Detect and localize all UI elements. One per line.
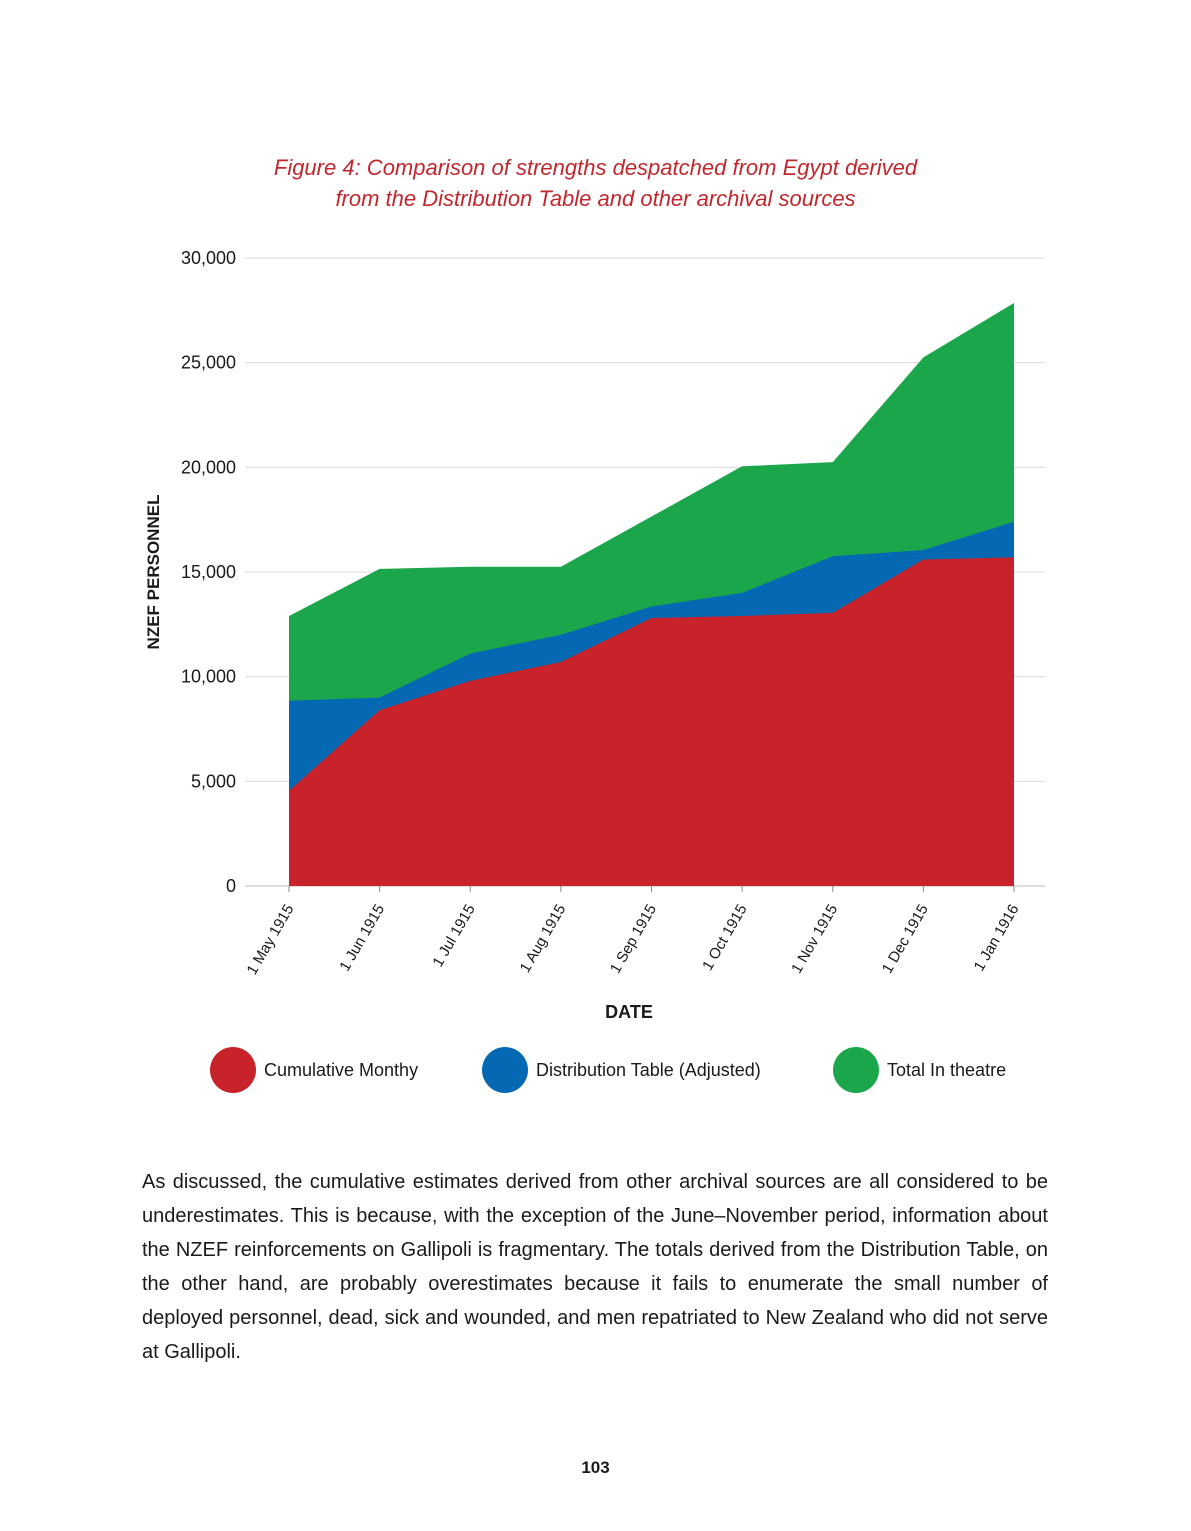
legend-item-cumulative-monthy: Cumulative Monthy: [210, 1046, 418, 1094]
x-tick-label: 1 Oct 1915: [699, 902, 750, 974]
x-tick-label: 1 Jul 1915: [429, 902, 478, 970]
y-tick-label: 20,000: [181, 457, 236, 477]
legend-swatch-red: [210, 1047, 256, 1093]
x-tick-label: 1 May 1915: [244, 902, 298, 978]
legend-label: Distribution Table (Adjusted): [536, 1059, 761, 1080]
figure-title: Figure 4: Comparison of strengths despat…: [0, 152, 1191, 214]
x-tick-label: 1 Jan 1916: [971, 902, 1023, 975]
figure-title-line-2: from the Distribution Table and other ar…: [335, 186, 856, 211]
y-tick-label: 0: [226, 876, 236, 896]
legend-label: Cumulative Monthy: [264, 1059, 419, 1080]
legend-swatch-blue: [482, 1047, 528, 1093]
chart-areas: [289, 303, 1014, 886]
y-tick-label: 15,000: [181, 562, 236, 582]
x-tick-label: 1 Sep 1915: [607, 902, 660, 977]
figure-title-line-1: Figure 4: Comparison of strengths despat…: [273, 155, 918, 180]
y-axis-label: NZEF PERSONNEL: [144, 495, 163, 650]
y-tick-label: 25,000: [181, 353, 236, 373]
legend-item-total-in-theatre: Total In theatre: [833, 1046, 1006, 1094]
legend-swatch-green: [833, 1047, 879, 1093]
x-tick-label: 1 Dec 1915: [879, 902, 932, 977]
legend-label: Total In theatre: [887, 1059, 1007, 1080]
x-tick-label: 1 Jun 1915: [336, 902, 388, 975]
area-cumulative-monthy: [289, 557, 1014, 886]
y-tick-label: 10,000: [181, 667, 236, 687]
body-paragraph: As discussed, the cumulative estimates d…: [142, 1171, 1048, 1363]
area-chart: 0 5,000 10,000 15,000 20,000 25,000 30,000 1 Ma…: [144, 248, 1045, 1022]
y-tick-label: 5,000: [191, 771, 236, 791]
x-axis-label: DATE: [605, 1002, 653, 1022]
y-tick-label: 30,000: [181, 248, 236, 268]
x-tick-label: 1 Nov 1915: [788, 902, 841, 977]
chart-legend: Cumulative Monthy Distribution Table (Ad…: [0, 1046, 1191, 1096]
page-number: 103: [581, 1458, 610, 1477]
legend-item-distribution-table: Distribution Table (Adjusted): [482, 1046, 761, 1094]
x-tick-label: 1 Aug 1915: [517, 902, 570, 976]
